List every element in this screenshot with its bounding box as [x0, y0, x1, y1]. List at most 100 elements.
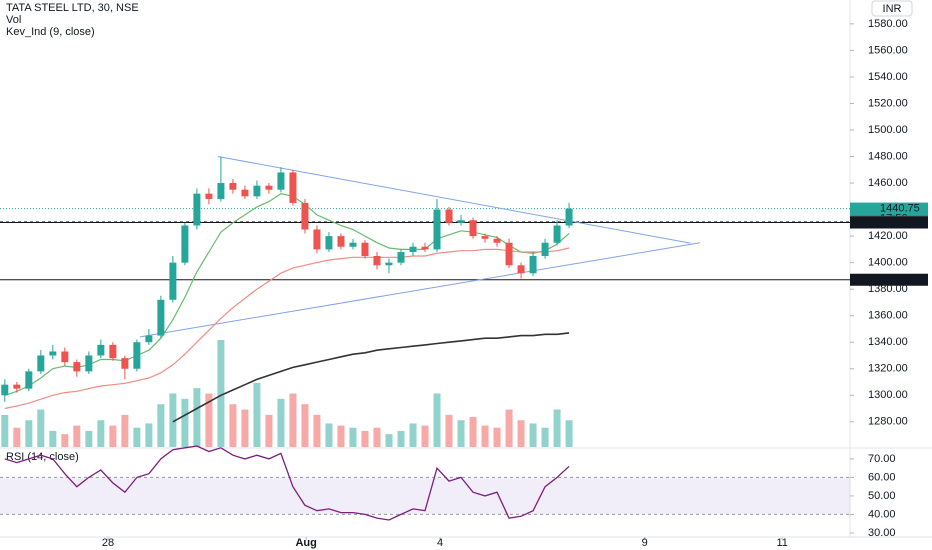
volume-bar	[157, 404, 165, 447]
volume-bar	[193, 388, 201, 447]
candle-body	[469, 220, 477, 237]
y-tick-label: 1540.00	[868, 71, 908, 83]
price-label: 1440.75	[880, 202, 920, 214]
candle-body	[541, 242, 549, 256]
volume-bar	[313, 414, 321, 447]
volume-bar	[145, 423, 153, 447]
candle-body	[337, 236, 345, 247]
volume-bar	[277, 398, 285, 447]
candle-body	[73, 362, 81, 372]
candle-body	[229, 183, 237, 190]
candle-body	[1, 384, 9, 396]
volume-bar	[217, 340, 225, 447]
candle-body	[97, 344, 105, 356]
candle-body	[301, 202, 309, 230]
y-tick-label: 1300.00	[868, 389, 908, 401]
candle-body	[289, 172, 297, 203]
candle-body	[349, 242, 357, 247]
candle-body	[493, 238, 501, 243]
volume-bar	[349, 427, 357, 447]
candle-body	[409, 246, 417, 253]
moving-average	[4, 247, 570, 410]
x-tick-label: 9	[642, 537, 648, 549]
price-label: 1387.10	[880, 274, 920, 286]
candle-body	[49, 351, 57, 356]
volume-bar	[205, 393, 213, 447]
volume-bar	[241, 409, 249, 447]
candle-body	[445, 209, 453, 223]
price-label-box	[850, 216, 928, 229]
volume-bar	[541, 427, 549, 447]
y-tick-label: 1500.00	[868, 124, 908, 136]
y-tick-label: 1320.00	[868, 363, 908, 375]
rsi-tick-label: 70.00	[868, 453, 896, 465]
rsi-line	[4, 445, 570, 521]
currency-box[interactable]	[871, 0, 913, 17]
volume-bar	[493, 427, 501, 447]
volume-bar	[325, 423, 333, 447]
volume-bar	[265, 414, 273, 447]
rsi-title: RSI (14, close)	[6, 451, 79, 463]
y-tick-label: 1400.00	[868, 257, 908, 269]
candle-body	[109, 344, 117, 359]
candle-body	[373, 255, 381, 266]
volume-bar	[361, 430, 369, 447]
currency[interactable]: INR	[883, 3, 902, 15]
volume-bar	[13, 427, 21, 447]
candle-body	[361, 242, 369, 256]
candle-body	[529, 255, 537, 274]
volume-bar	[25, 420, 33, 447]
candle-body	[205, 193, 213, 199]
volume-bar	[85, 430, 93, 447]
volume-bar	[289, 393, 297, 447]
candle-body	[253, 185, 261, 197]
candle-body	[265, 185, 273, 190]
y-tick-label: 1520.00	[868, 97, 908, 109]
rsi-tick-label: 60.00	[868, 471, 896, 483]
volume-bar	[97, 420, 105, 447]
candle-body	[277, 172, 285, 190]
price-label-box	[850, 273, 928, 286]
legend-line: Vol	[6, 14, 21, 26]
volume-bar	[301, 404, 309, 447]
candle-body	[121, 358, 129, 369]
volume-bar	[337, 425, 345, 447]
volume-bar	[409, 423, 417, 447]
volume-bar	[109, 425, 117, 447]
trendline	[217, 156, 691, 244]
volume-bar	[553, 409, 561, 447]
candle-body	[325, 236, 333, 250]
candle-body	[169, 262, 177, 300]
y-tick-label: 1480.00	[868, 150, 908, 162]
price-label: 1430.25	[880, 216, 920, 228]
volume-bar	[397, 430, 405, 447]
x-tick-label: 11	[776, 537, 787, 549]
volume-bar	[517, 420, 525, 447]
candle-body	[457, 220, 465, 223]
volume-bar	[181, 398, 189, 447]
volume-bar	[529, 423, 537, 447]
volume-bar	[373, 427, 381, 447]
y-tick-label: 1580.00	[868, 18, 908, 30]
candle-body	[85, 355, 93, 372]
rsi-tick-label: 50.00	[868, 490, 896, 502]
y-tick-label: 1380.00	[868, 283, 908, 295]
candle-body	[553, 225, 561, 243]
volume-bar	[505, 409, 513, 447]
candle-body	[61, 351, 69, 363]
volume-bar	[565, 420, 573, 447]
candle-body	[133, 342, 141, 369]
candle-body	[145, 335, 153, 343]
trendline	[139, 242, 701, 338]
volume-bar	[1, 414, 9, 447]
volume-bar	[445, 414, 453, 447]
x-tick-label: Aug	[295, 537, 316, 549]
candle-body	[565, 208, 573, 226]
volume-bar	[73, 425, 81, 447]
candle-body	[421, 246, 429, 250]
x-tick-label: 28	[102, 537, 114, 549]
y-tick-label: 1280.00	[868, 416, 908, 428]
rsi-tick-label: 30.00	[868, 527, 896, 539]
